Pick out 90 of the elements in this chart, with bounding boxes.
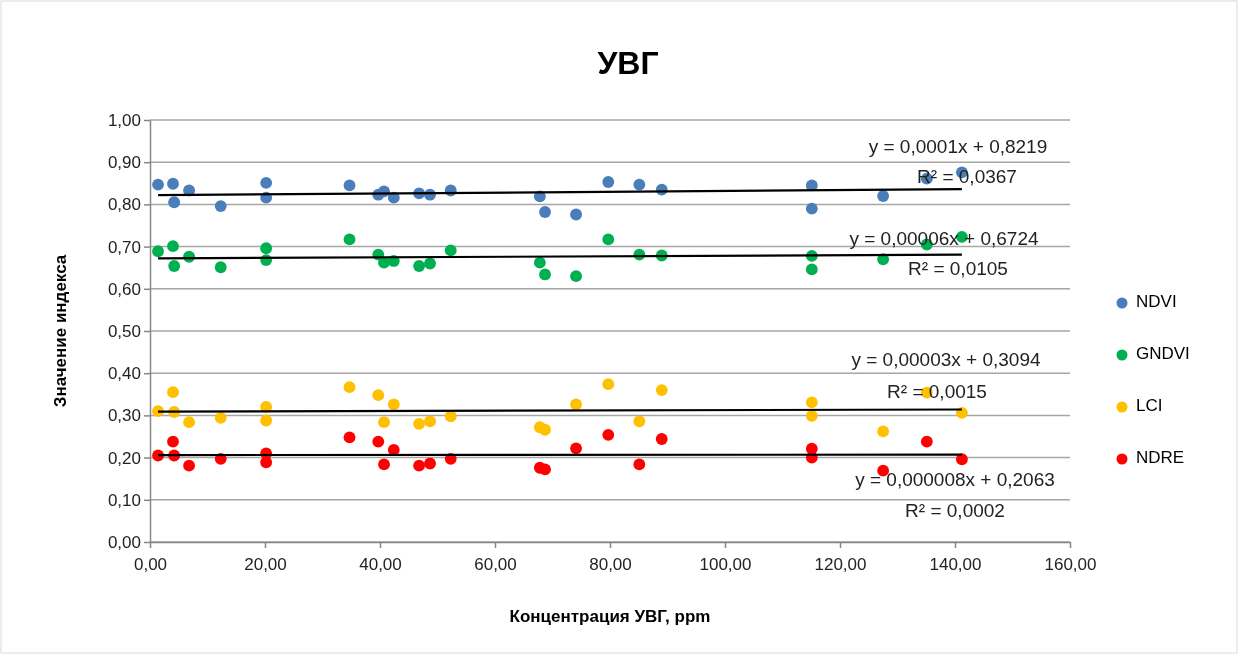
point [343,179,356,192]
y-tick-label: 1,00 [107,110,141,130]
legend-label: GNDVI [1136,344,1190,364]
point [378,416,390,429]
point [378,458,390,471]
annotation: R² = 0,0105 [908,258,1008,280]
point [343,233,356,246]
point [533,256,546,269]
y-tick-label: 0,00 [107,532,141,552]
point [413,459,426,472]
point [167,386,179,399]
point [260,242,273,255]
point [260,176,273,189]
y-tick-label: 0,50 [107,321,141,341]
x-tick-label: 0,00 [133,554,168,574]
y-tick-label: 0,60 [107,279,141,299]
y-tick-label: 0,80 [107,195,141,215]
x-tick-label: 40,00 [359,554,402,574]
point [955,453,968,466]
annotation: y = 0,00003x + 0,3094 [851,349,1041,371]
point [805,409,818,422]
point [539,463,551,476]
y-tick-label: 0,90 [107,153,141,173]
point [413,260,426,272]
point [168,196,181,209]
point [805,202,818,215]
legend-label: LCI [1136,396,1163,416]
point [424,457,436,470]
annotation: y = 0,000008x + 0,2063 [855,469,1055,491]
point [214,200,227,212]
point [152,245,164,258]
point [877,425,890,438]
x-tick-label: 100,00 [699,554,752,574]
point [602,378,615,391]
point [260,414,273,427]
point [570,398,582,411]
point [602,428,615,441]
point [387,398,400,411]
point [183,416,196,429]
point [805,396,818,409]
x-tick-label: 60,00 [474,554,517,574]
point [602,176,615,188]
annotation: y = 0,0001x + 0,8219 [868,136,1048,158]
point [372,435,385,448]
x-tick-label: 80,00 [589,554,632,574]
point [413,417,426,430]
point [167,240,179,253]
point [655,433,668,445]
point [805,263,818,276]
point [424,257,436,270]
legend-label: NDRE [1136,448,1185,468]
y-tick-label: 0,10 [107,490,141,510]
point [372,389,385,402]
point [183,459,196,472]
point [343,431,356,444]
point [633,458,646,471]
point [168,260,181,272]
point [539,206,551,218]
point [214,412,227,424]
point [920,435,933,448]
point [152,178,164,191]
y-tick-label: 0,70 [107,237,141,257]
point [539,268,551,281]
y-tick-label: 0,40 [107,364,141,384]
point [424,415,436,428]
y-tick-label: 0,30 [107,406,141,426]
point [167,435,179,448]
y-tick-label: 0,20 [107,448,141,468]
point [214,261,227,274]
x-tick-label: 120,00 [814,554,867,574]
point [655,384,668,396]
point [877,190,890,202]
x-tick-label: 140,00 [929,554,982,574]
point [633,415,646,428]
chart-title: УВГ [597,45,659,81]
point [539,423,551,436]
point [167,177,179,190]
point [570,442,582,455]
point [570,270,582,283]
legend-label: NDVI [1136,292,1177,312]
x-axis-title: Концентрация УВГ, ppm [509,607,711,626]
point [444,244,457,257]
annotation: R² = 0,0002 [905,500,1005,522]
x-tick-label: 160,00 [1044,554,1097,574]
point [633,178,646,191]
point [343,381,356,394]
point [570,208,582,221]
x-tick-label: 20,00 [244,554,287,574]
y-axis-title: Значение индекса [51,254,70,408]
point [602,233,615,246]
